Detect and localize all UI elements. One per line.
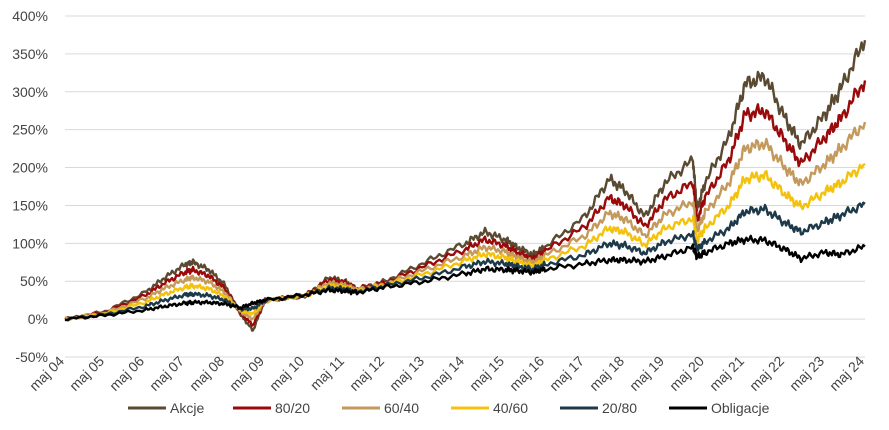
legend-label: 80/20 (275, 400, 310, 416)
x-tick-label: maj 11 (307, 353, 347, 393)
x-tick-label: maj 14 (426, 353, 467, 394)
legend-label: Obligacje (711, 400, 770, 416)
y-tick-label: 0% (28, 311, 48, 327)
legend-label: 60/40 (384, 400, 419, 416)
x-tick-label: maj 07 (146, 353, 187, 394)
legend-label: 20/80 (602, 400, 637, 416)
legend-item: 80/20 (233, 400, 310, 416)
y-tick-label: 50% (20, 273, 48, 289)
y-tick-label: 100% (12, 235, 48, 251)
gridlines (65, 15, 865, 358)
legend-label: Akcje (170, 400, 204, 416)
y-tick-label: 400% (12, 8, 48, 24)
x-tick-label: maj 17 (546, 353, 587, 394)
x-tick-label: maj 12 (346, 353, 387, 394)
x-tick-label: maj 10 (266, 353, 307, 394)
x-tick-label: maj 05 (66, 353, 107, 394)
x-tick-label: maj 06 (106, 353, 147, 394)
series-line-obligacje (64, 234, 866, 322)
y-tick-label: 150% (12, 197, 48, 213)
x-tick-label: maj 24 (826, 353, 867, 394)
y-tick-label: 200% (12, 160, 48, 176)
series-lines (64, 39, 867, 332)
series-line-akcje (64, 39, 867, 332)
x-tick-label: maj 13 (386, 353, 427, 394)
x-tick-label: maj 21 (706, 353, 747, 394)
legend-label: 40/60 (493, 400, 528, 416)
legend: Akcje 80/20 60/40 40/60 20/80 Obligacje (128, 400, 770, 416)
series-line-40-60 (64, 162, 866, 321)
legend-item: Akcje (128, 400, 204, 416)
x-tick-label: maj 23 (786, 353, 827, 394)
x-tick-label: maj 15 (466, 353, 507, 394)
y-tick-label: 300% (12, 84, 48, 100)
legend-item: 40/60 (451, 400, 528, 416)
x-tick-label: maj 19 (626, 353, 667, 394)
series-line-80-20 (64, 80, 867, 327)
legend-item: Obligacje (669, 400, 770, 416)
x-tick-label: maj 16 (506, 353, 547, 394)
x-tick-label: maj 20 (666, 353, 707, 394)
y-tick-label: 250% (12, 122, 48, 138)
x-tick-label: maj 22 (746, 353, 787, 394)
y-tick-label: -50% (15, 349, 48, 365)
x-tick-label: maj 18 (586, 353, 627, 394)
series-line-20-80 (64, 201, 866, 322)
legend-item: 60/40 (342, 400, 419, 416)
x-tick-label: maj 09 (226, 353, 267, 394)
series-line-60-40 (64, 121, 867, 321)
y-axis-tick-labels: -50% 0% 50% 100% 150% 200% 250% 300% 350% 400% (12, 8, 48, 365)
x-tick-label: maj 08 (186, 353, 227, 394)
legend-item: 20/80 (560, 400, 637, 416)
y-tick-label: 350% (12, 46, 48, 62)
